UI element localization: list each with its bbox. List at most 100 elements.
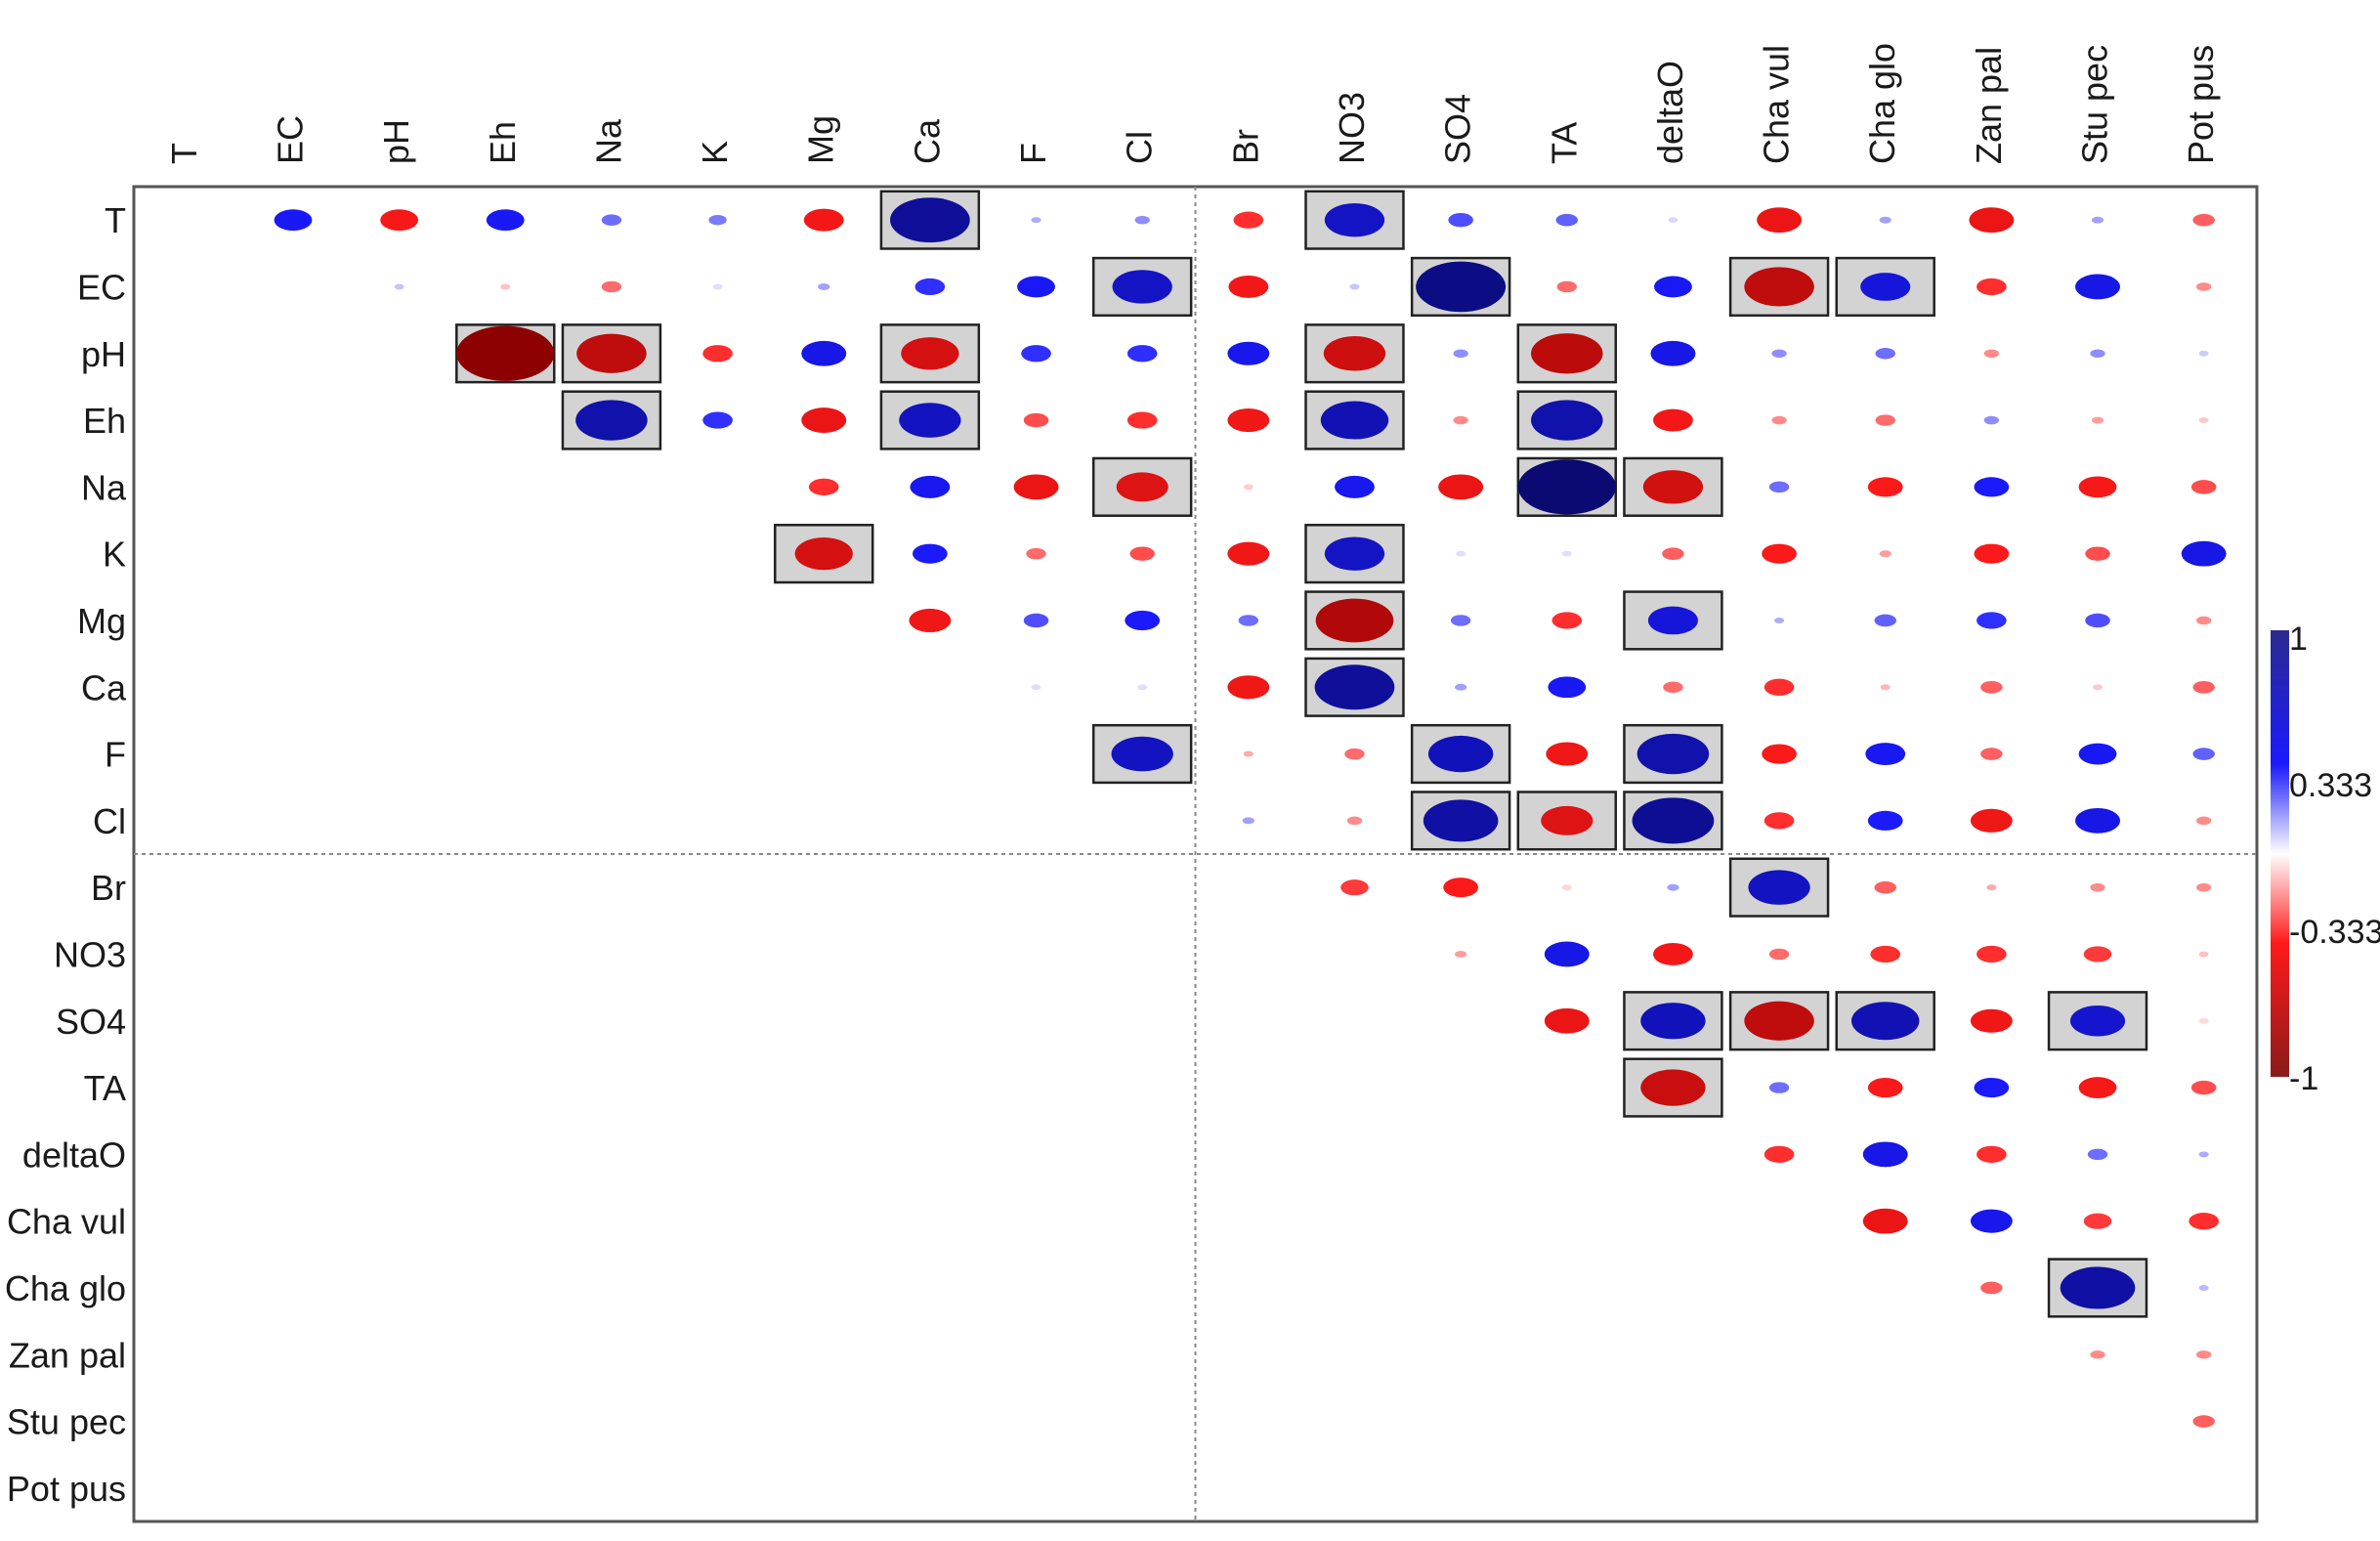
cell-eh-stu-pec xyxy=(2091,416,2104,424)
row-label-ec: EC xyxy=(77,267,126,307)
cell-k-f xyxy=(1026,547,1046,560)
cell-k-deltao xyxy=(1662,547,1684,560)
cell-na-mg xyxy=(808,478,839,495)
col-label-so4: SO4 xyxy=(1438,94,1478,164)
row-label-so4: SO4 xyxy=(56,1002,126,1042)
cell-t-br xyxy=(1233,211,1264,229)
cell-mg-zan-pal xyxy=(1976,612,2007,629)
cell-no3-stu-pec xyxy=(2083,946,2112,963)
cell-cha-vul-pot-pus xyxy=(2189,1213,2219,1230)
cell-eh-ca xyxy=(899,403,961,438)
cell-ta-deltao xyxy=(1640,1069,1706,1106)
cell-ph-no3 xyxy=(1323,335,1386,371)
cell-t-pot-pus xyxy=(2192,213,2215,227)
cell-k-pot-pus xyxy=(2181,540,2227,567)
cell-br-pot-pus xyxy=(2196,882,2212,892)
cell-ta-cha-glo xyxy=(1867,1078,1903,1098)
row-label-pot-pus: Pot pus xyxy=(7,1469,126,1509)
cell-t-ca xyxy=(890,197,970,243)
cell-mg-cha-glo xyxy=(1874,614,1896,627)
cell-br-no3 xyxy=(1340,879,1369,896)
cell-zan-pal-stu-pec xyxy=(2090,1349,2105,1359)
cell-cl-deltao xyxy=(1632,797,1715,844)
cell-eh-deltao xyxy=(1652,408,1693,432)
cell-ca-stu-pec xyxy=(2093,684,2104,691)
cell-ca-ta xyxy=(1548,676,1587,699)
cell-f-zan-pal xyxy=(1980,748,2003,760)
row-label-deltao: deltaO xyxy=(22,1134,126,1175)
cell-t-k xyxy=(708,214,727,226)
cell-cha-glo-zan-pal xyxy=(1980,1281,2003,1295)
cell-mg-cl xyxy=(1125,610,1161,630)
cell-br-stu-pec xyxy=(2090,882,2105,892)
col-label-cha-glo: Cha glo xyxy=(1862,43,1902,164)
cell-br-ta xyxy=(1561,884,1572,891)
cell-cha-vul-stu-pec xyxy=(2083,1213,2112,1229)
cell-ca-f xyxy=(1031,684,1041,691)
col-label-k: K xyxy=(695,141,735,164)
row-label-cha-glo: Cha glo xyxy=(5,1268,126,1308)
row-label-f: F xyxy=(105,735,126,775)
cell-ca-no3 xyxy=(1314,664,1395,710)
cell-ph-na xyxy=(576,333,647,373)
cell-t-no3 xyxy=(1324,202,1385,237)
cell-ca-cha-vul xyxy=(1764,678,1795,696)
cell-ca-zan-pal xyxy=(1980,680,2003,694)
row-label-stu-pec: Stu pec xyxy=(7,1402,126,1442)
cell-t-f xyxy=(1031,217,1041,224)
cell-cha-glo-stu-pec xyxy=(2060,1266,2136,1309)
col-label-ta: TA xyxy=(1544,122,1584,164)
cell-eh-so4 xyxy=(1453,415,1468,425)
row-label-br: Br xyxy=(91,868,126,908)
cell-cl-zan-pal xyxy=(1970,808,2013,833)
cell-ph-cha-glo xyxy=(1875,348,1895,360)
cell-no3-so4 xyxy=(1454,951,1467,958)
cell-f-so4 xyxy=(1427,735,1494,773)
col-label-pot-pus: Pot pus xyxy=(2181,45,2221,164)
cell-na-deltao xyxy=(1642,470,1704,504)
cell-deltao-cha-vul xyxy=(1764,1145,1795,1163)
cell-k-ta xyxy=(1561,550,1572,557)
cell-eh-k xyxy=(702,411,733,429)
cell-eh-pot-pus xyxy=(2198,417,2209,424)
cell-ph-f xyxy=(1021,345,1051,363)
cell-k-cha-glo xyxy=(1879,550,1891,558)
col-label-no3: NO3 xyxy=(1332,92,1372,164)
cell-ec-so4 xyxy=(1416,261,1507,313)
row-label-zan-pal: Zan pal xyxy=(9,1335,126,1375)
row-label-cha-vul: Cha vul xyxy=(7,1202,126,1242)
cell-f-no3 xyxy=(1344,748,1365,760)
cell-f-cha-glo xyxy=(1865,743,1906,766)
cell-t-ec xyxy=(274,209,313,232)
cell-no3-ta xyxy=(1544,941,1590,967)
colorbar-label-mid-low: -0.333 xyxy=(2289,914,2380,951)
cell-t-eh xyxy=(486,209,525,232)
cell-f-stu-pec xyxy=(2078,743,2117,765)
cell-deltao-cha-glo xyxy=(1862,1141,1908,1168)
cell-mg-br xyxy=(1238,615,1259,626)
cell-so4-cha-glo xyxy=(1851,1002,1920,1041)
cell-na-cha-glo xyxy=(1867,477,1903,497)
cell-ph-so4 xyxy=(1453,349,1468,359)
cell-ec-ph xyxy=(394,283,404,290)
cell-no3-cha-glo xyxy=(1870,945,1901,963)
significance-box-ta-deltao xyxy=(1623,1057,1723,1118)
cell-cha-glo-pot-pus xyxy=(2198,1284,2209,1291)
cell-no3-deltao xyxy=(1652,942,1693,965)
cell-ca-deltao xyxy=(1663,681,1683,693)
row-label-eh: Eh xyxy=(83,401,126,441)
cell-ph-k xyxy=(702,345,733,363)
col-label-ec: EC xyxy=(270,115,310,164)
colorbar-label-min: -1 xyxy=(2289,1060,2318,1097)
cell-so4-ta xyxy=(1544,1007,1590,1034)
cell-na-f xyxy=(1013,474,1059,500)
row-label-ta: TA xyxy=(84,1068,126,1108)
cell-ec-cl xyxy=(1112,270,1172,304)
cell-ec-deltao xyxy=(1654,276,1692,298)
cell-cl-so4 xyxy=(1423,799,1499,842)
cell-na-cha-vul xyxy=(1768,481,1790,493)
correlation-cells xyxy=(274,190,2227,1428)
cell-k-cha-vul xyxy=(1762,543,1797,564)
col-label-ca: Ca xyxy=(907,118,947,164)
cell-no3-pot-pus xyxy=(2198,951,2209,958)
